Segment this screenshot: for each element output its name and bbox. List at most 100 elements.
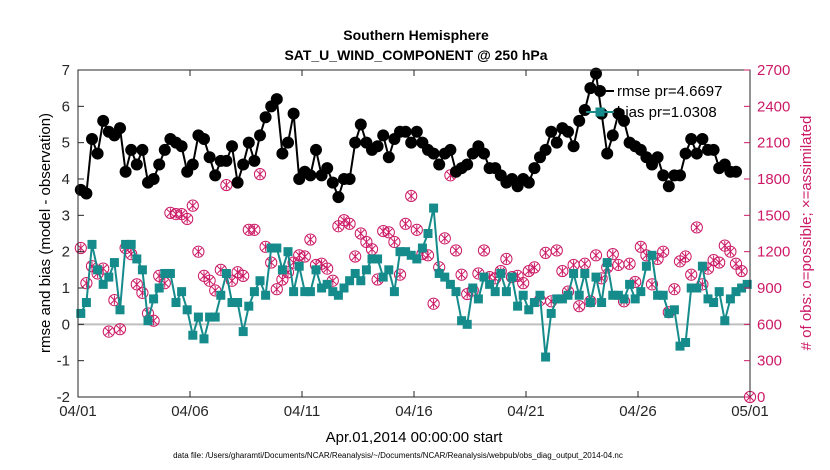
left-tick-label: -2	[57, 389, 70, 406]
rmse-point	[287, 107, 300, 120]
obs-assimilated-marker	[200, 271, 208, 281]
obs-possible-marker	[399, 217, 412, 230]
obs-possible-marker	[539, 246, 552, 259]
left-tick-label: 4	[62, 171, 70, 188]
bias-point	[440, 272, 450, 282]
bias-point	[731, 287, 741, 297]
rmse-point	[730, 165, 742, 178]
obs-assimilated-marker	[519, 278, 528, 288]
bias-point	[378, 272, 388, 282]
rmse-point	[282, 136, 294, 149]
obs-possible-marker	[623, 257, 636, 270]
rmse-point	[550, 136, 563, 149]
bias-point	[686, 283, 696, 293]
bias-point	[445, 279, 455, 289]
bias-point	[300, 287, 310, 297]
rmse-point	[662, 180, 675, 193]
obs-assimilated-marker	[575, 301, 584, 311]
bias-point	[294, 261, 304, 271]
legend-rmse-marker	[594, 85, 606, 97]
x-tick-label: 04/26	[619, 403, 657, 420]
bias-point	[473, 294, 483, 304]
rmse-point	[276, 147, 289, 160]
obs-assimilated-marker	[659, 247, 668, 257]
bias-point	[451, 287, 461, 297]
obs-possible-marker	[679, 250, 692, 263]
rmse-point	[707, 143, 720, 156]
bias-point	[709, 298, 719, 308]
rmse-point	[304, 169, 317, 182]
obs-assimilated-marker	[580, 259, 589, 269]
obs-assimilated-marker	[648, 279, 656, 289]
rmse-point	[97, 114, 110, 127]
rmse-point	[562, 125, 574, 138]
left-tick-label: 5	[62, 135, 70, 152]
bias-point	[742, 279, 752, 289]
obs-assimilated-marker	[452, 245, 460, 256]
rmse-point	[259, 111, 272, 124]
obs-assimilated-marker	[256, 169, 264, 179]
rmse-point	[86, 133, 98, 146]
x-tick-label: 04/11	[284, 403, 320, 420]
obs-possible-marker	[225, 274, 239, 287]
obs-assimilated-marker	[715, 257, 724, 268]
rmse-point	[679, 147, 692, 160]
obs-possible-marker	[500, 252, 513, 266]
rmse-point	[136, 143, 149, 156]
bias-series	[76, 203, 752, 362]
right-tick-label: 2400	[757, 98, 790, 115]
obs-assimilated-marker	[278, 274, 287, 285]
obs-possible-marker	[556, 264, 569, 278]
obs-possible-marker	[427, 297, 440, 310]
rmse-point	[91, 147, 104, 160]
bias-point	[188, 330, 198, 340]
obs-possible-marker	[690, 221, 703, 234]
obs-possible-marker	[349, 250, 362, 263]
bias-point	[395, 247, 405, 257]
bias-point	[468, 283, 478, 293]
rmse-point	[332, 191, 345, 204]
obs-possible-marker	[550, 244, 563, 257]
bias-point	[546, 308, 556, 318]
bias-point	[104, 272, 114, 282]
x-tick-label: 04/06	[171, 403, 209, 420]
obs-assimilated-marker	[541, 248, 550, 258]
rmse-point	[427, 147, 440, 160]
obs-assimilated-marker	[502, 254, 511, 264]
obs-assimilated-marker	[737, 266, 746, 276]
obs-assimilated-marker	[726, 247, 735, 257]
obs-assimilated-marker	[480, 245, 488, 256]
obs-possible-marker	[455, 268, 468, 281]
obs-possible-marker	[321, 262, 334, 275]
bias-point	[507, 272, 517, 282]
bias-point	[227, 298, 237, 308]
obs-possible-marker	[449, 244, 463, 257]
obs-assimilated-marker	[194, 247, 203, 257]
bias-point	[681, 338, 691, 347]
bias-point	[171, 298, 181, 308]
right-tick-label: 0	[757, 389, 765, 406]
bias-point	[630, 294, 640, 304]
rmse-point	[153, 158, 166, 171]
rmse-point	[461, 158, 474, 171]
rmse-point	[382, 151, 395, 164]
bias-point	[401, 247, 411, 257]
bias-point	[149, 294, 159, 304]
right-tick-label: 600	[757, 316, 782, 333]
bias-point	[289, 287, 299, 297]
data-file-note: data file: /Users/gharamti/Documents/NCA…	[173, 451, 623, 460]
bias-point	[619, 294, 629, 304]
rmse-point	[248, 154, 261, 167]
obs-possible-marker	[253, 168, 267, 181]
obs-assimilated-marker	[188, 201, 197, 211]
bias-point	[653, 290, 663, 300]
x-axis-ticks: 04/01 04/06 04/11 04/16 04/21 04/26 05/01	[59, 70, 769, 420]
rmse-point	[321, 162, 334, 175]
bias-point	[557, 294, 567, 304]
bias-point	[177, 287, 187, 297]
rmse-point	[326, 176, 339, 189]
rmse-point	[696, 133, 709, 146]
rmse-point	[114, 122, 126, 135]
bias-point	[266, 243, 276, 253]
rmse-point	[231, 176, 244, 189]
